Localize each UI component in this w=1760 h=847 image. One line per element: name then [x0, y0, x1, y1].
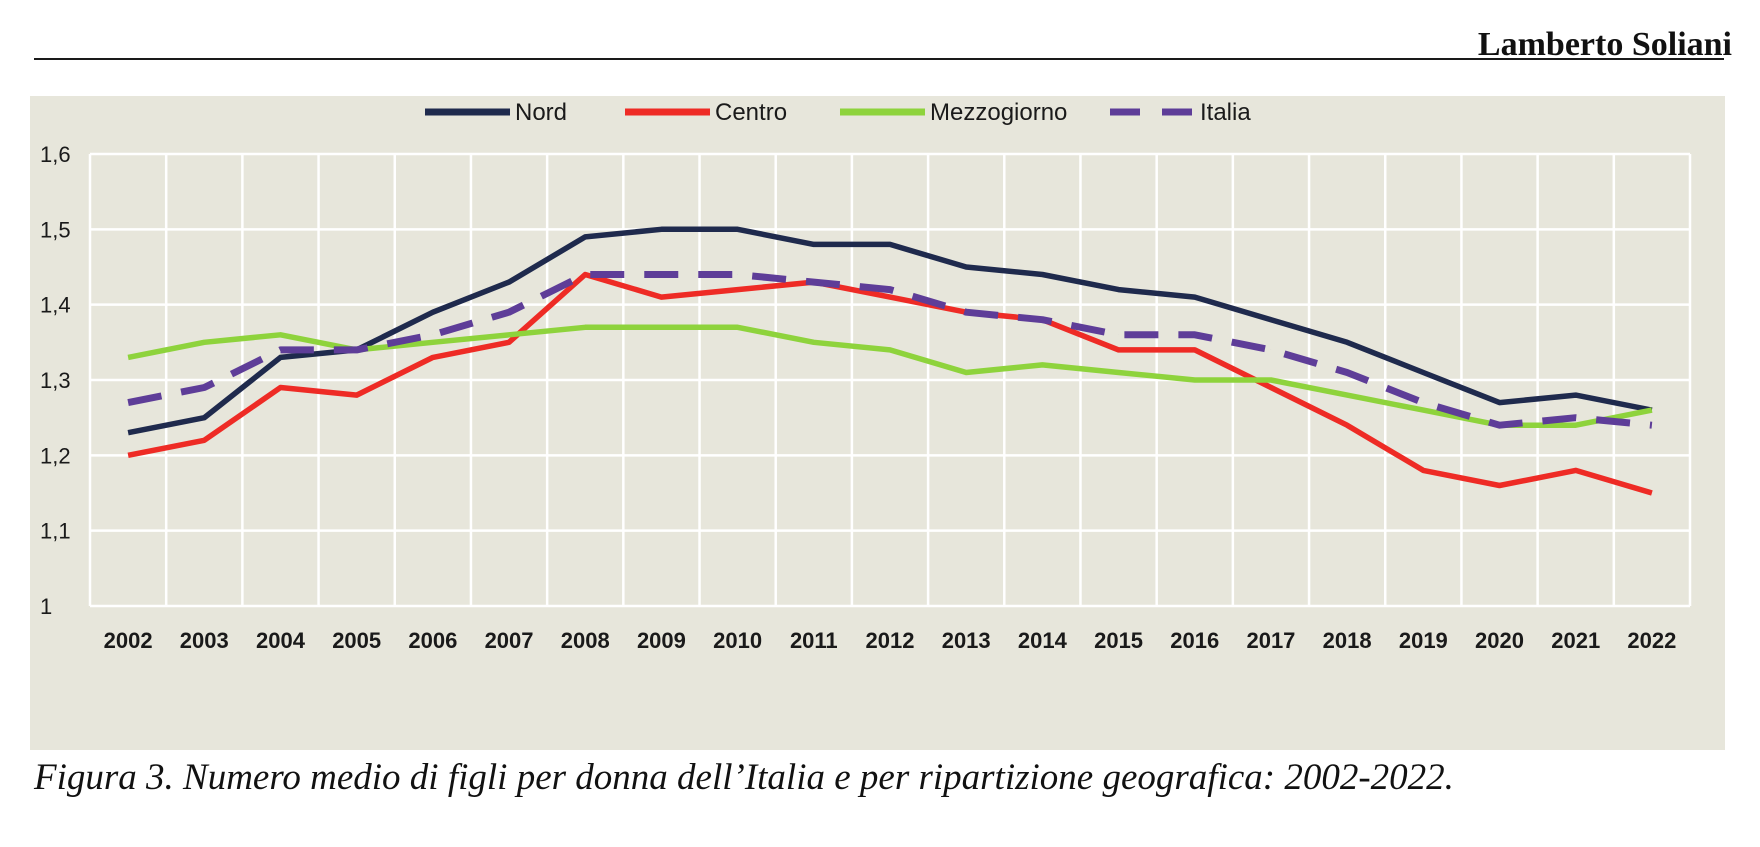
y-tick-label: 1,5 — [40, 217, 71, 242]
legend-label-mezzogiorno: Mezzogiorno — [930, 99, 1067, 126]
x-tick-label: 2018 — [1323, 628, 1372, 653]
legend-label-centro: Centro — [715, 99, 787, 126]
x-tick-label: 2016 — [1170, 628, 1219, 653]
x-tick-label: 2013 — [942, 628, 991, 653]
x-tick-label: 2015 — [1094, 628, 1143, 653]
author-name: Lamberto Soliani — [1477, 26, 1732, 63]
y-tick-label: 1,3 — [40, 368, 71, 393]
fertility-line-chart: 1 1,1 1,2 1,3 1,4 1,5 1,6 2002 2003 2004 2005 2006 2… — [30, 96, 1725, 750]
x-tick-label: 2011 — [790, 628, 838, 653]
x-tick-label: 2010 — [713, 628, 762, 653]
y-tick-label: 1,6 — [40, 142, 71, 167]
x-tick-label: 2005 — [332, 628, 381, 653]
x-tick-label: 2006 — [408, 628, 457, 653]
y-tick-label: 1,4 — [40, 293, 71, 318]
x-tick-label: 2004 — [256, 628, 306, 653]
x-tick-label: 2014 — [1018, 628, 1068, 653]
x-tick-label: 2017 — [1246, 628, 1295, 653]
x-tick-label: 2007 — [485, 628, 534, 653]
chart-background — [30, 96, 1725, 750]
x-tick-label: 2020 — [1475, 628, 1524, 653]
legend-label-italia: Italia — [1200, 99, 1251, 126]
x-tick-label: 2021 — [1551, 628, 1600, 653]
y-tick-label: 1 — [40, 594, 52, 619]
x-tick-label: 2003 — [180, 628, 229, 653]
figure-caption: Figura 3. Numero medio di figli per donn… — [34, 757, 1454, 798]
x-tick-label: 2008 — [561, 628, 610, 653]
header-rule — [34, 58, 1724, 60]
y-tick-label: 1,2 — [40, 443, 71, 468]
x-tick-label: 2002 — [104, 628, 153, 653]
y-tick-label: 1,1 — [40, 519, 71, 544]
x-tick-label: 2009 — [637, 628, 686, 653]
legend-label-nord: Nord — [515, 99, 567, 126]
x-tick-label: 2012 — [866, 628, 915, 653]
x-tick-label: 2022 — [1627, 628, 1676, 653]
chart-panel: 1 1,1 1,2 1,3 1,4 1,5 1,6 2002 2003 2004 2005 2006 2… — [30, 96, 1725, 750]
x-tick-label: 2019 — [1399, 628, 1448, 653]
